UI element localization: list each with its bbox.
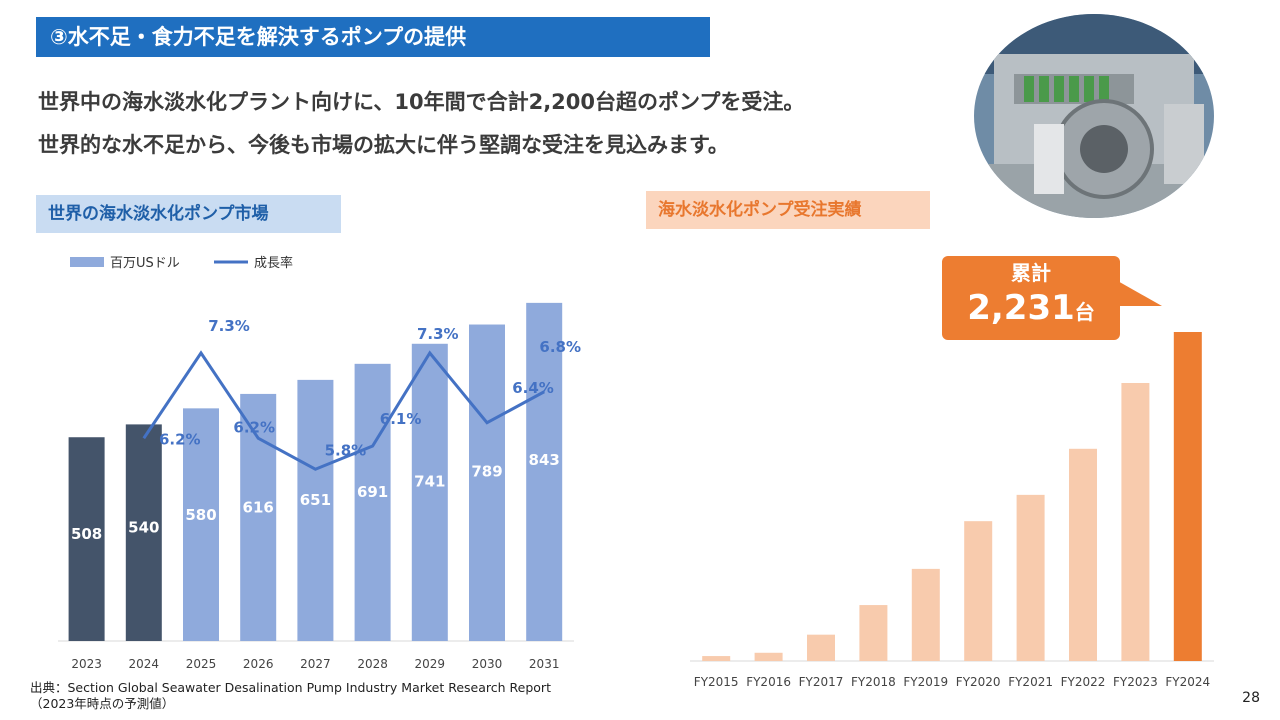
x-tick-2026: 2026 (243, 657, 274, 671)
growth-label-2025: 7.3% (208, 317, 250, 335)
x-tick-FY2016: FY2016 (746, 675, 791, 689)
x-tick-FY2018: FY2018 (851, 675, 896, 689)
x-tick-2030: 2030 (472, 657, 503, 671)
growth-label-2024: 6.2% (159, 430, 201, 448)
bar-market-2030 (469, 324, 505, 641)
orders-chart: FY2015 FY2016 FY2017 FY2018 FY2019 FY2020 FY20… (690, 332, 1214, 689)
legend-label-bars: 百万USドル (110, 256, 180, 271)
section-title: ③水不足・食力不足を解決するポンプの提供 (36, 17, 710, 57)
x-tick-FY2022: FY2022 (1061, 675, 1106, 689)
x-tick-FY2017: FY2017 (799, 675, 844, 689)
legend-swatch-bars (70, 257, 104, 267)
orders-section-label: 海水淡水化ポンプ受注実績 (646, 191, 930, 229)
footnote-line1: 出典：Section Global Seawater Desalination … (30, 680, 551, 695)
bar-value-label-2023: 508 (71, 525, 102, 543)
bar-orders-FY2015 (702, 656, 731, 661)
x-tick-FY2021: FY2021 (1008, 675, 1053, 689)
cumulative-callout: 累計 2,231台 (942, 256, 1120, 340)
bar-value-label-2027: 651 (300, 491, 331, 509)
growth-label-2028: 6.1% (380, 410, 422, 428)
bar-orders-FY2023 (1121, 382, 1150, 661)
bar-orders-FY2019 (911, 568, 940, 661)
x-tick-2025: 2025 (186, 657, 217, 671)
growth-label-2030: 6.4% (512, 379, 554, 397)
footnote-line2: （2023年時点の予測値） (30, 696, 175, 711)
growth-label-2029: 7.3% (417, 325, 459, 343)
x-tick-2027: 2027 (300, 657, 331, 671)
lead-text-line2: 世界的な水不足から、今後も市場の拡大に伴う堅調な受注を見込みます。 (38, 133, 729, 157)
x-tick-2023: 2023 (71, 657, 102, 671)
growth-rate-line (142, 350, 545, 471)
x-tick-FY2020: FY2020 (956, 675, 1001, 689)
bar-orders-FY2020 (964, 521, 993, 661)
bar-value-label-2028: 691 (357, 483, 388, 501)
bar-value-label-2029: 741 (414, 472, 445, 490)
x-tick-2031: 2031 (529, 657, 560, 671)
bar-market-2023 (68, 437, 105, 641)
legend-label-line: 成長率 (254, 255, 293, 271)
bar-orders-FY2022 (1069, 448, 1097, 661)
x-tick-2028: 2028 (357, 657, 388, 671)
bar-market-2031 (526, 302, 563, 641)
bar-value-label-2026: 616 (243, 499, 274, 517)
bar-value-label-2025: 580 (185, 506, 216, 524)
bar-market-2024 (125, 424, 162, 641)
bar-orders-FY2017 (807, 634, 835, 661)
bar-value-label-2024: 540 (128, 519, 159, 537)
bar-market-2029 (411, 343, 448, 641)
x-tick-FY2019: FY2019 (903, 675, 948, 689)
page-number: 28 (1242, 690, 1260, 706)
growth-label-2026: 6.2% (233, 418, 275, 436)
x-tick-FY2015: FY2015 (694, 675, 739, 689)
bar-market-2027 (297, 379, 334, 641)
x-tick-2029: 2029 (415, 657, 446, 671)
bar-market-2028 (354, 363, 391, 641)
bar-value-label-2031: 843 (529, 451, 560, 469)
lead-text-line1: 世界中の海水淡水化プラント向けに、10年間で合計2,200台超のポンプを受注。 (38, 90, 805, 114)
growth-label-2031: 6.8% (539, 338, 581, 356)
callout-value: 2,231台 (967, 288, 1095, 328)
x-tick-2024: 2024 (129, 657, 160, 671)
callout-pointer (1116, 280, 1162, 306)
market-chart: 百万USドル 成長率 508 2023 540 2024 580 2025 616 2026 651… (58, 255, 581, 671)
growth-label-2027: 5.8% (325, 441, 367, 459)
bar-orders-FY2016 (754, 652, 783, 661)
bar-orders-FY2021 (1016, 494, 1045, 661)
market-section-label: 世界の海水淡水化ポンプ市場 (36, 195, 341, 233)
source-footnote: 出典：Section Global Seawater Desalination … (30, 680, 551, 712)
x-tick-FY2024: FY2024 (1165, 675, 1210, 689)
bar-market-2025 (183, 408, 219, 641)
bar-value-label-2030: 789 (471, 462, 502, 480)
callout-label: 累計 (1011, 261, 1051, 285)
bar-market-2026 (240, 393, 277, 641)
bar-orders-FY2024 (1173, 332, 1202, 661)
x-tick-FY2023: FY2023 (1113, 675, 1158, 689)
bar-orders-FY2018 (859, 605, 888, 661)
